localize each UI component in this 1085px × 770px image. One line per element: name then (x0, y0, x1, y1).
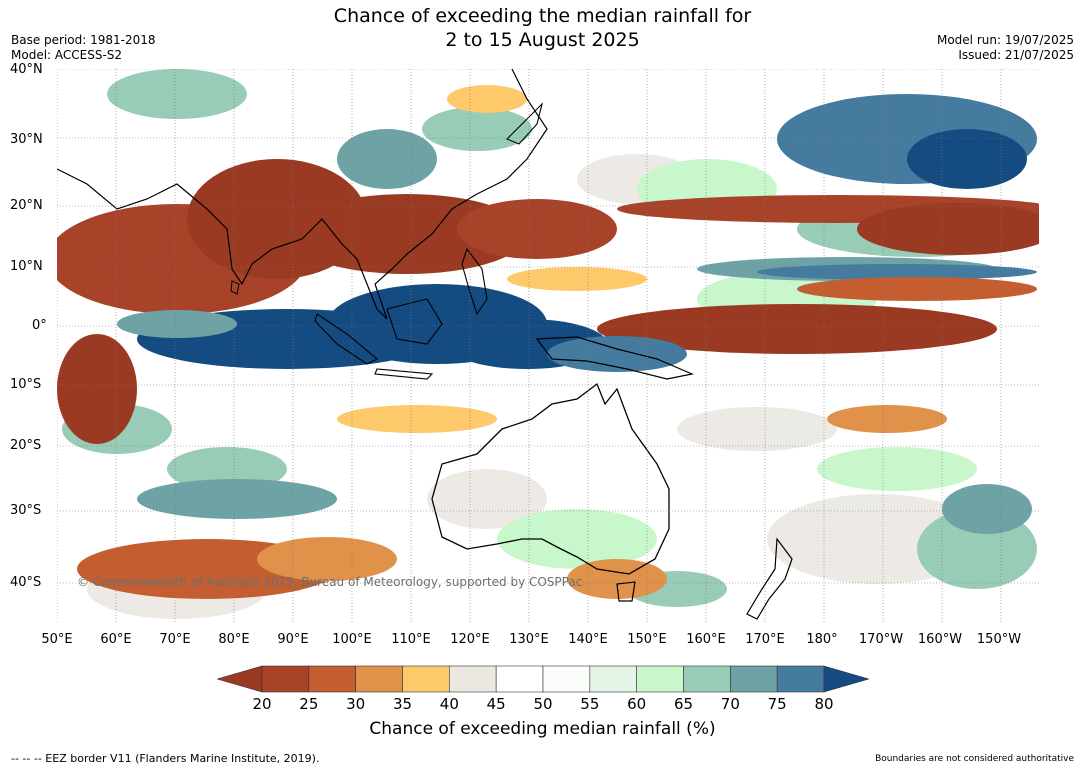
title-line-1: Chance of exceeding the median rainfall … (333, 5, 752, 27)
colorbar-swatch (823, 665, 869, 693)
lon-label-100e: 100°E (332, 632, 372, 647)
graticule (57, 69, 1039, 624)
colorbar-tick: 20 (252, 695, 272, 713)
colorbar-tick: 80 (814, 695, 834, 713)
lat-label-0: 0° (32, 318, 47, 333)
lat-label-20s: 20°S (10, 438, 42, 453)
philippines-outline (461, 247, 488, 316)
boundary-disclaimer: Boundaries are not considered authoritat… (875, 754, 1074, 764)
asia-coastline (57, 69, 548, 320)
map-title: Chance of exceeding the median rainfall … (0, 4, 1085, 52)
rainfall-map (57, 69, 1039, 624)
dry-patches (57, 85, 1039, 599)
colorbar-tick: 65 (673, 695, 694, 713)
lon-label-120e: 120°E (450, 632, 490, 647)
lon-label-150w: 150°W (976, 632, 1022, 647)
lon-label-150e: 150°E (627, 632, 667, 647)
wet-patches (137, 94, 1037, 534)
lat-label-10s: 10°S (10, 377, 42, 392)
lat-label-40n: 40°N (10, 62, 43, 77)
borneo-outline (386, 298, 443, 345)
colorbar-swatch (308, 665, 356, 693)
lat-label-20n: 20°N (10, 198, 43, 213)
java-outline (374, 368, 434, 380)
model-run: Model run: 19/07/2025 (936, 33, 1074, 47)
lon-label-170w: 170°W (858, 632, 904, 647)
colorbar-tick: 25 (299, 695, 319, 713)
new-zealand-outline (746, 537, 793, 620)
lon-label-170e: 170°E (745, 632, 785, 647)
lon-label-130e: 130°E (509, 632, 549, 647)
title-line-2: 2 to 15 August 2025 (445, 29, 640, 51)
colorbar-swatch (355, 665, 403, 693)
lon-label-60e: 60°E (100, 632, 132, 647)
lon-label-160e: 160°E (686, 632, 726, 647)
colorbar-tick: 75 (767, 695, 787, 713)
japan-outline (506, 102, 544, 145)
meta-left: Base period: 1981-2018 Model: ACCESS-S2 (11, 33, 156, 63)
australia-outline (431, 382, 670, 575)
model-name: Model: ACCESS-S2 (11, 48, 123, 62)
lat-label-40s: 40°S (10, 575, 42, 590)
colorbar-swatch (261, 665, 310, 693)
eez-legend: -- -- -- EEZ border V11 (Flanders Marine… (11, 752, 320, 765)
lat-label-30s: 30°S (10, 503, 42, 518)
meta-right: Model run: 19/07/2025 Issued: 21/07/2025 (937, 33, 1074, 63)
lon-label-110e: 110°E (391, 632, 431, 647)
map-canvas (57, 69, 1039, 624)
issued-date: Issued: 21/07/2025 (958, 48, 1074, 62)
lon-label-160w: 160°W (917, 632, 963, 647)
sumatra-outline (314, 313, 378, 365)
colorbar-tick: 50 (533, 695, 553, 713)
new-guinea-outline (535, 336, 695, 380)
colorbar-swatch (730, 665, 778, 693)
colorbar-swatch (402, 665, 450, 693)
colorbar-swatch (495, 665, 544, 693)
colorbar-swatch (636, 665, 684, 693)
tasmania-outline (616, 581, 636, 602)
colorbar-label: Chance of exceeding median rainfall (%) (369, 719, 716, 739)
lat-label-30n: 30°N (10, 132, 43, 147)
colorbar-swatch (217, 665, 263, 693)
colorbar-tick: 40 (439, 695, 459, 713)
colorbar-tick: 70 (720, 695, 740, 713)
lon-label-50e: 50°E (41, 632, 73, 647)
colorbar-tick: 55 (580, 695, 600, 713)
colorbar-tick: 60 (627, 695, 647, 713)
lat-label-10n: 10°N (10, 259, 43, 274)
colorbar-tick: 45 (486, 695, 506, 713)
colorbar-swatch (589, 665, 637, 693)
base-period: Base period: 1981-2018 (11, 33, 156, 47)
colorbar-swatch (683, 665, 731, 693)
colorbar-swatch (449, 665, 497, 693)
colorbar-tick: 30 (346, 695, 366, 713)
lon-label-70e: 70°E (159, 632, 191, 647)
lon-label-90e: 90°E (277, 632, 309, 647)
colorbar-swatch (776, 665, 825, 693)
lon-label-80e: 80°E (218, 632, 250, 647)
colorbar (217, 665, 869, 693)
lon-label-180: 180° (806, 632, 838, 647)
sri-lanka-outline (230, 280, 240, 295)
copyright-note: © Commonwealth of Australia 2025, Bureau… (77, 575, 583, 589)
lon-label-140e: 140°E (568, 632, 608, 647)
colorbar-swatch (542, 665, 591, 693)
colorbar-tick: 35 (392, 695, 413, 713)
